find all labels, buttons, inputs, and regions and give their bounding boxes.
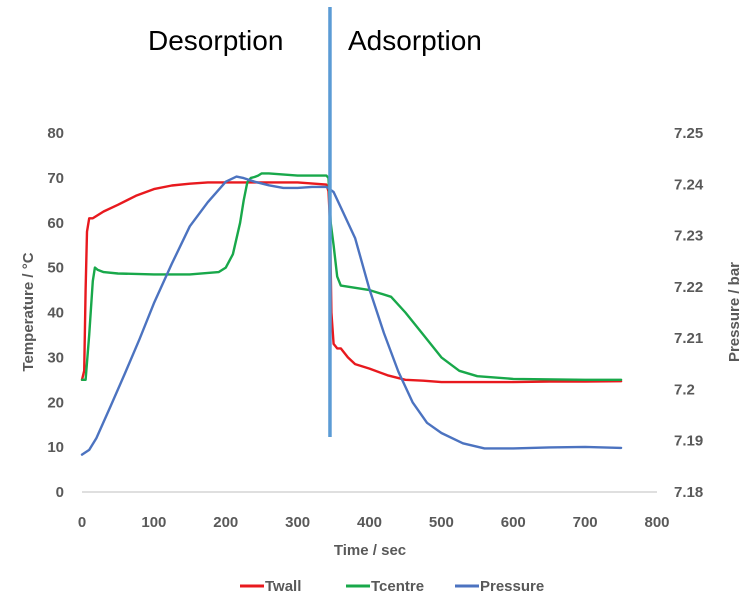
legend-item-twall: Twall [240,578,301,595]
y2-tick-label: 7.22 [674,279,703,296]
y2-tick-label: 7.18 [674,484,703,501]
x-tick-label: 100 [141,514,166,531]
y2-tick-label: 7.23 [674,228,703,245]
plot-area [80,7,623,456]
y2-tick-label: 7.24 [674,176,704,193]
x-tick-label: 800 [644,514,669,531]
x-tick-label: 0 [78,514,86,531]
legend-label: Tcentre [371,578,424,595]
legend-label: Twall [265,578,301,595]
y-tick-label: 40 [47,305,64,322]
y-tick-label: 50 [47,260,64,277]
series-line-tcentre [80,172,623,381]
x-tick-label: 200 [213,514,238,531]
x-tick-label: 500 [429,514,454,531]
adsorption-label: Adsorption [348,25,482,56]
x-tick-label: 400 [357,514,382,531]
legend-item-pressure: Pressure [455,578,544,595]
legend: Twall Tcentre Pressure [240,578,544,595]
x-tick-label: 300 [285,514,310,531]
tick-labels: 0 100 200 300 400 500 600 700 800 0 10 20 30 40 50 60 70… [47,125,704,531]
legend-item-tcentre: Tcentre [346,578,424,595]
series-line-pressure [80,175,623,456]
y2-tick-label: 7.25 [674,125,703,142]
x-axis-title: Time / sec [334,542,406,559]
y-tick-label: 80 [47,125,64,142]
y-tick-label: 70 [47,170,64,187]
y2-tick-label: 7.2 [674,381,695,398]
y-axis-title: Temperature / °C [20,252,37,371]
legend-label: Pressure [480,578,544,595]
x-tick-label: 700 [573,514,598,531]
y-tick-label: 10 [47,439,64,456]
y2-axis-title: Pressure / bar [726,262,743,362]
x-tick-label: 600 [501,514,526,531]
y-tick-label: 30 [47,349,64,366]
y-tick-label: 60 [47,215,64,232]
y2-tick-label: 7.21 [674,330,703,347]
y-tick-label: 20 [47,394,64,411]
y-tick-label: 0 [56,484,64,501]
desorption-label: Desorption [148,25,283,56]
y2-tick-label: 7.19 [674,433,703,450]
